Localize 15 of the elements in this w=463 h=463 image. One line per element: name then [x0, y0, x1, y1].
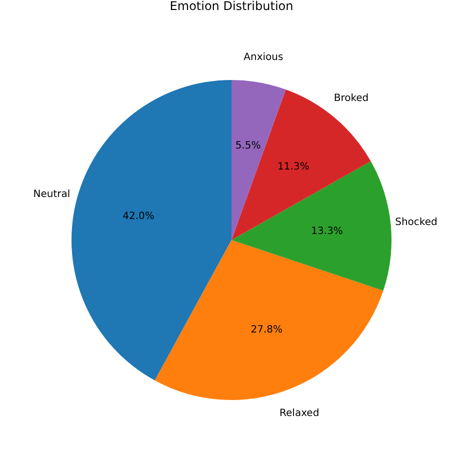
- data-label: 13.3%: [311, 226, 343, 237]
- data-label: 11.3%: [278, 162, 310, 173]
- data-label: 5.5%: [235, 140, 261, 152]
- chart-title: Emotion Distribution: [170, 0, 294, 13]
- pie-slice: [72, 80, 232, 380]
- slice-label: Relaxed: [280, 408, 320, 419]
- data-label: 42.0%: [122, 211, 154, 222]
- slice-label: Neutral: [33, 189, 70, 200]
- data-label: 27.8%: [250, 324, 282, 336]
- slice-label: Anxious: [244, 52, 284, 64]
- pie-slice: [232, 89, 371, 240]
- slice-label: Shocked: [395, 217, 438, 228]
- slice-label: Broked: [334, 93, 369, 104]
- pie-slice: [154, 240, 384, 400]
- pie-slice: [232, 161, 392, 291]
